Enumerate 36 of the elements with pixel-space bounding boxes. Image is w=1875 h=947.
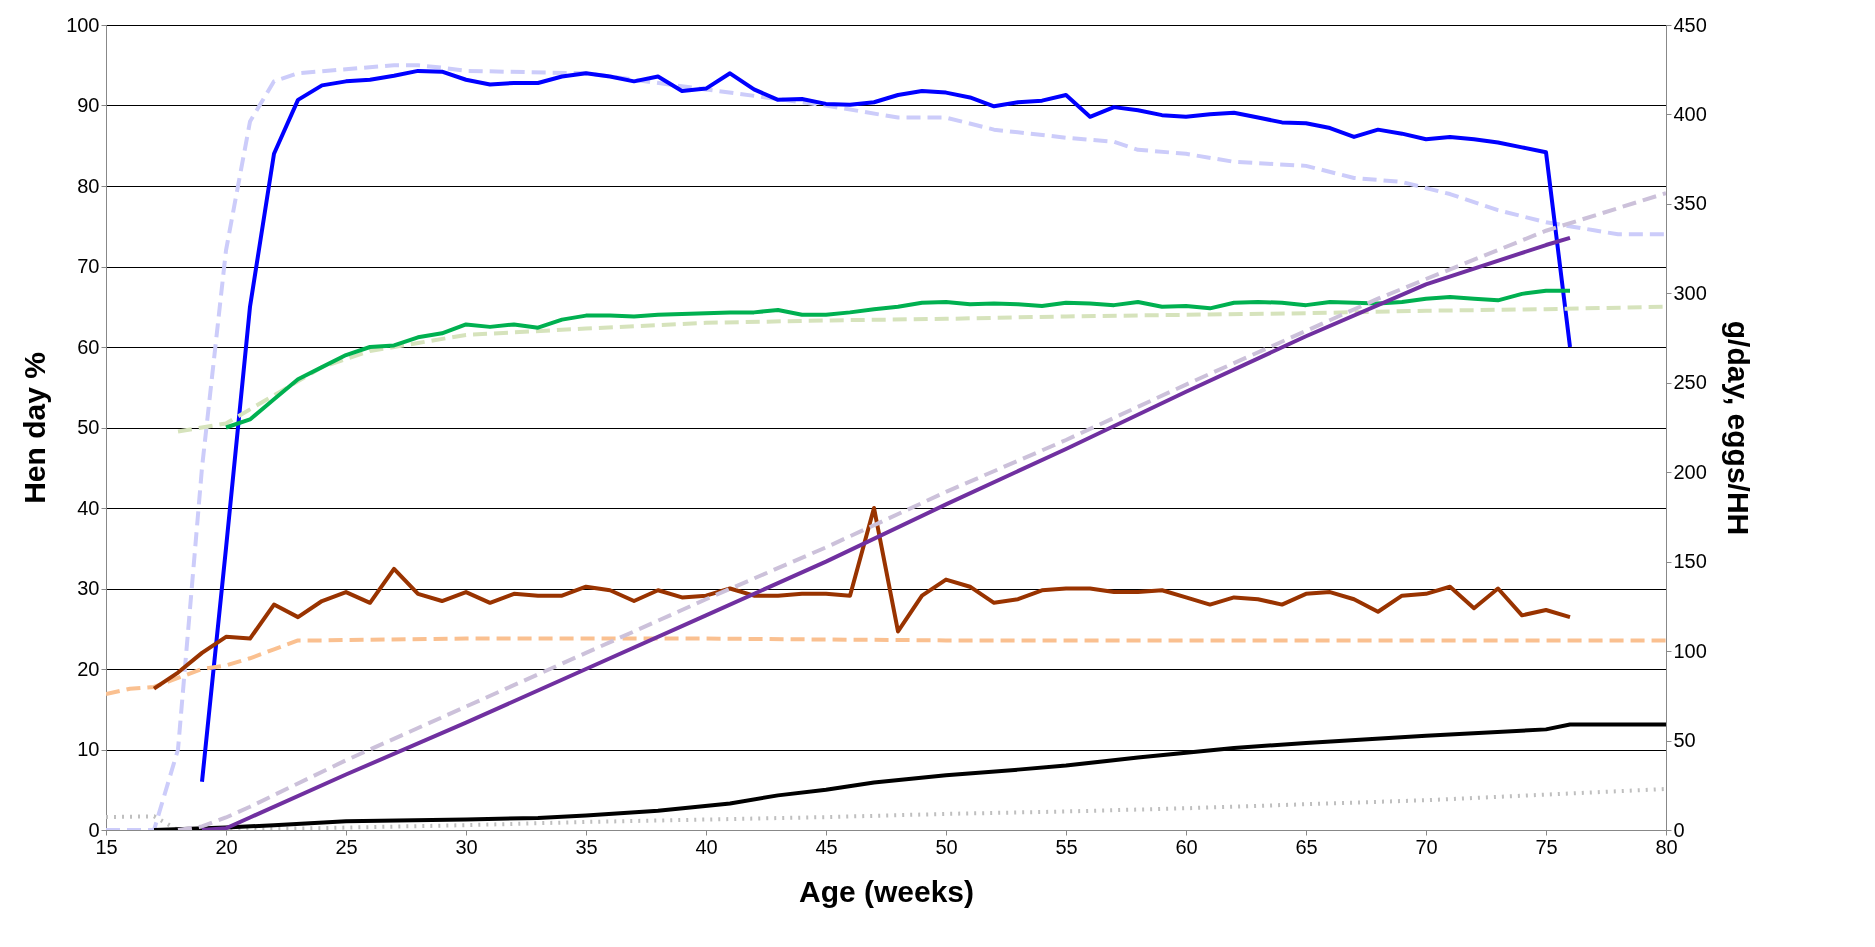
x-tick-label: 75 (1535, 835, 1558, 858)
x-tick-label: 65 (1295, 835, 1318, 858)
y-tick-label: 50 (77, 416, 100, 438)
x-tick-label: 20 (215, 835, 238, 858)
y-tick-label: 20 (77, 657, 100, 680)
y2-tick-label: 300 (1673, 281, 1707, 304)
x-tick-label: 25 (335, 835, 358, 858)
x-tick-label: 55 (1055, 835, 1078, 858)
y-tick-label: 10 (77, 738, 100, 760)
y-tick-label: 60 (77, 335, 100, 358)
y2-tick-label: 400 (1673, 102, 1707, 125)
y-tick-label: 80 (77, 174, 100, 197)
x-tick-label: 70 (1415, 835, 1438, 858)
x-tick-label: 60 (1175, 835, 1198, 858)
y2-tick-label: 200 (1673, 460, 1707, 483)
y2-tick-label: 250 (1673, 371, 1707, 394)
y-axis-title: Hen day % (18, 352, 52, 504)
y2-tick-label: 0 (1673, 818, 1685, 841)
x-tick-label: 50 (935, 835, 958, 858)
y-tick-label: 40 (77, 496, 100, 519)
y2-tick-label: 450 (1673, 13, 1707, 36)
x-axis-title: Age (weeks) (798, 874, 975, 908)
y-tick-label: 90 (77, 94, 100, 116)
y2-tick-label: 350 (1673, 192, 1707, 215)
y2-axis-title: g/day, eggs/HH (1721, 320, 1755, 536)
x-tick-label: 40 (695, 835, 718, 858)
x-tick-label: 45 (815, 835, 838, 858)
y2-tick-label: 50 (1673, 729, 1696, 752)
y-tick-label: 70 (77, 255, 100, 277)
x-tick-label: 35 (575, 835, 598, 858)
y2-tick-label: 150 (1673, 550, 1707, 573)
y-tick-label: 0 (88, 818, 100, 841)
x-tick-label: 30 (455, 835, 478, 858)
y2-tick-label: 100 (1673, 639, 1707, 662)
y-tick-label: 30 (77, 577, 100, 599)
y-tick-label: 100 (66, 13, 100, 36)
